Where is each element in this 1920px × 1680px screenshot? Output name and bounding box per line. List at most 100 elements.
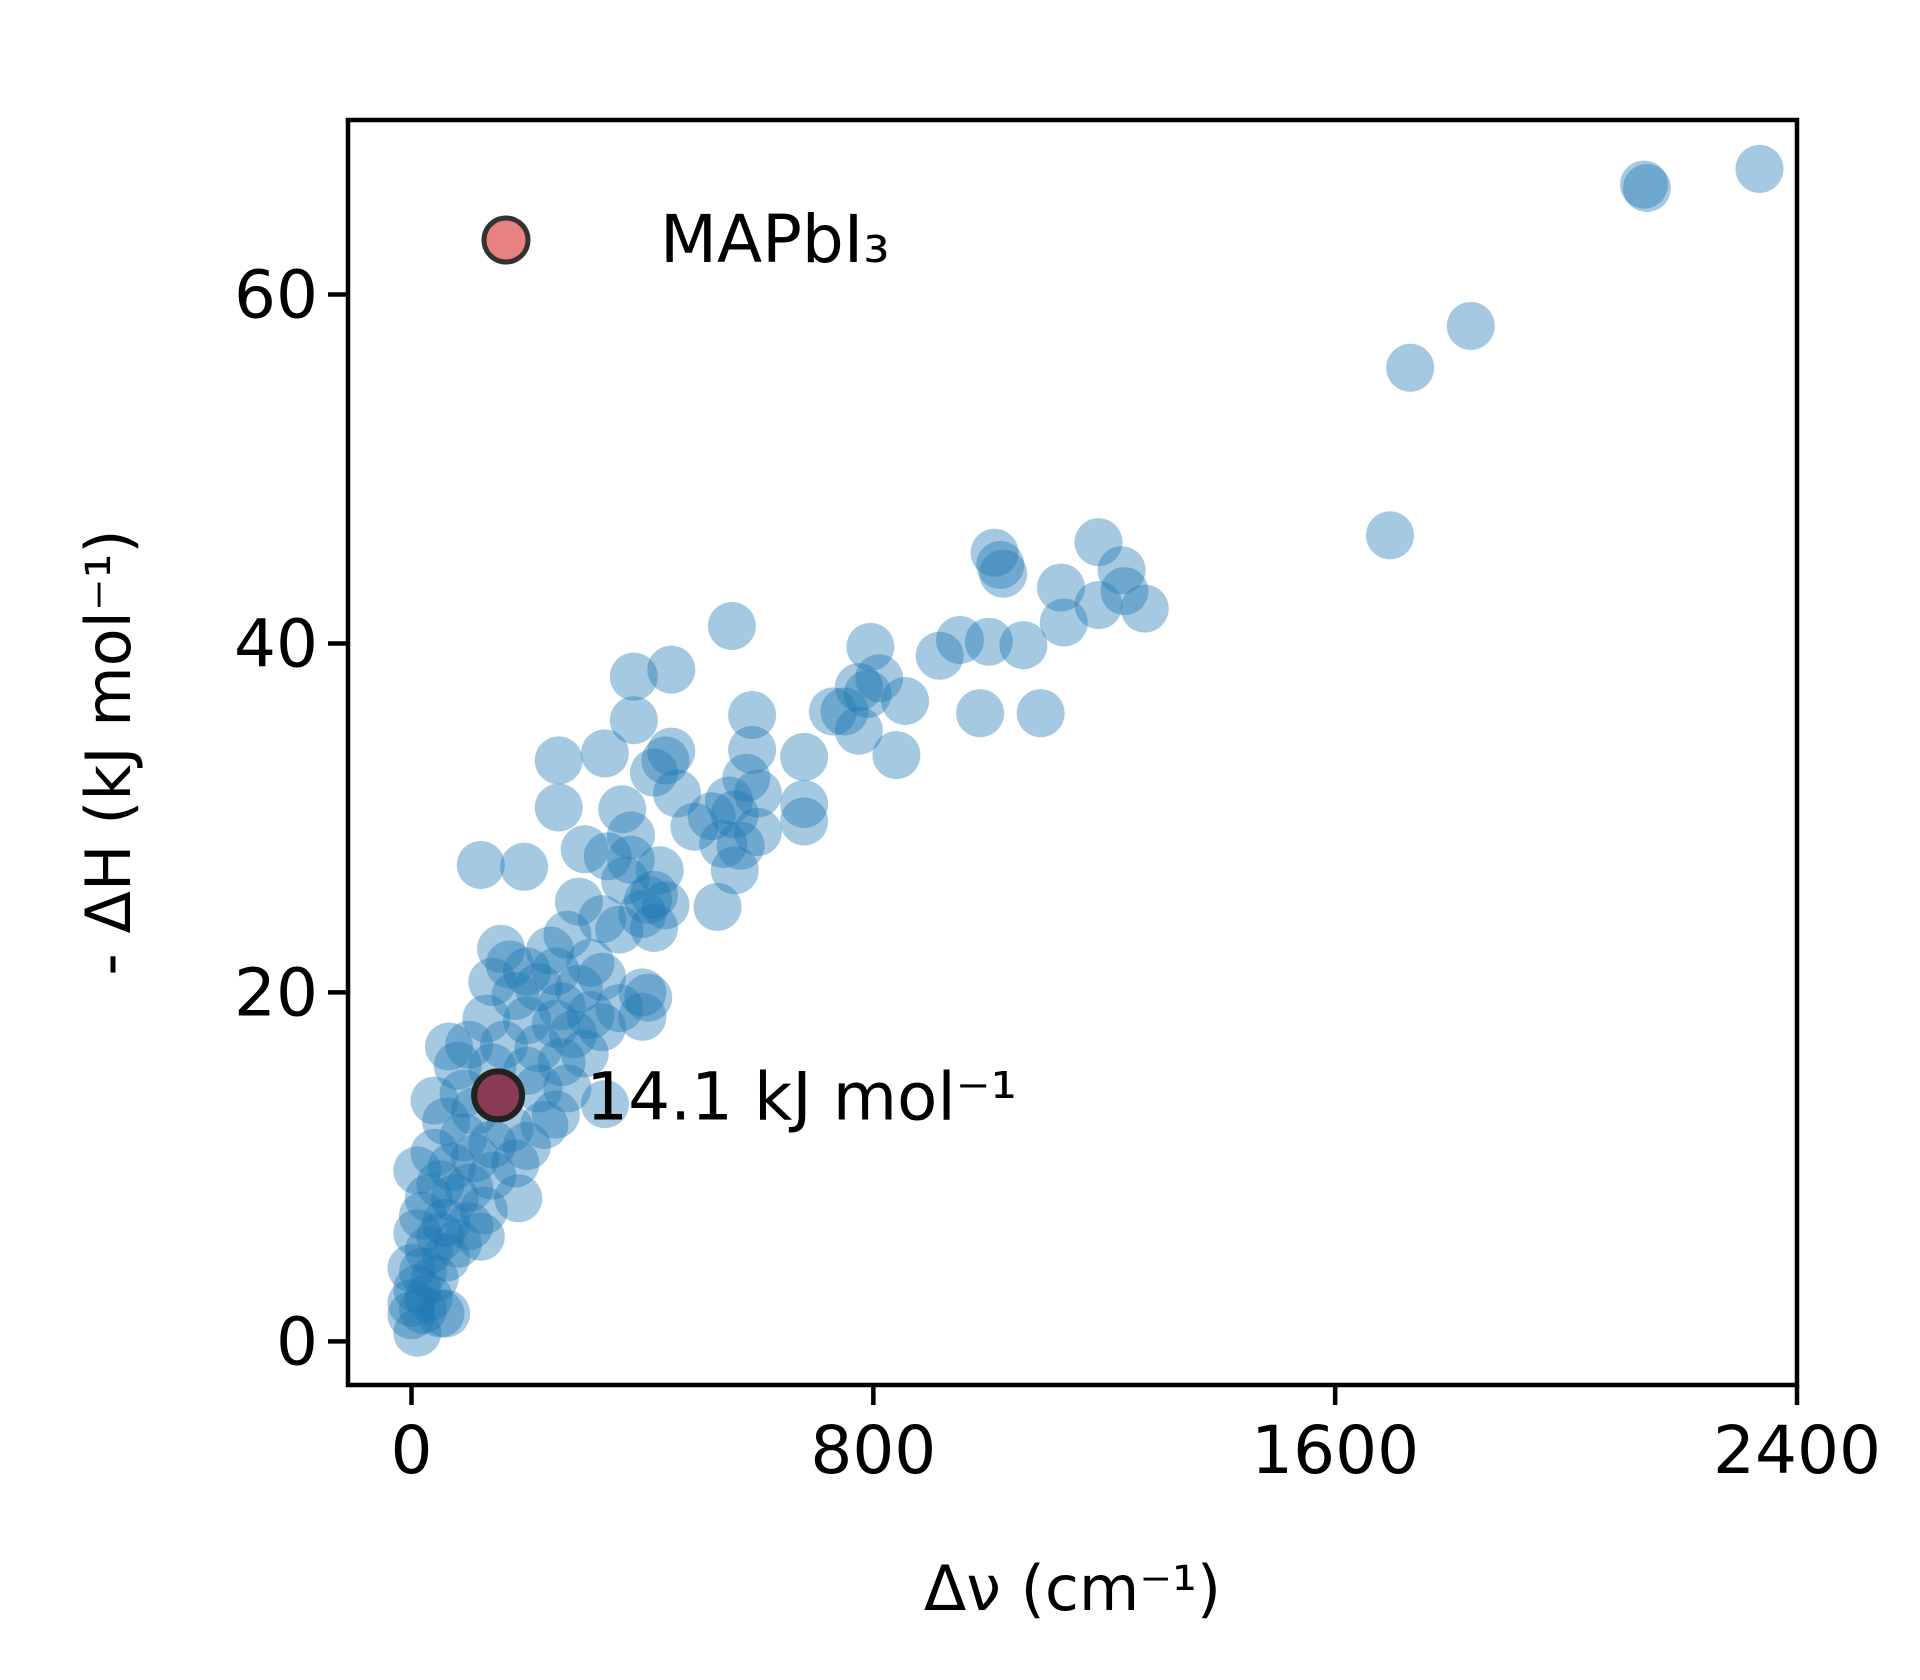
data-point [387, 1244, 436, 1293]
data-point [1366, 511, 1414, 560]
data-point [393, 1265, 442, 1313]
data-point [430, 1174, 479, 1223]
data-point [410, 1076, 459, 1125]
data-point [549, 1010, 598, 1059]
data-point [393, 1308, 442, 1357]
legend: MAPbI₃ [481, 201, 890, 278]
data-point [537, 982, 586, 1031]
data-point [606, 811, 655, 860]
data-point [425, 1022, 473, 1071]
data-point [578, 952, 626, 1001]
data-point [500, 842, 549, 891]
data-point [583, 832, 632, 881]
data-point [468, 957, 517, 1006]
data-point [503, 996, 551, 1045]
data-point [733, 807, 782, 856]
legend-marker [481, 215, 531, 265]
data-point [956, 689, 1005, 738]
data-point [445, 1163, 494, 1212]
plot-area-frame [345, 117, 1800, 1388]
data-points [387, 144, 1784, 1357]
data-point [566, 991, 615, 1040]
data-point [393, 1146, 442, 1195]
data-point [416, 1289, 465, 1338]
data-point [427, 1142, 476, 1191]
data-point [468, 1120, 517, 1169]
data-point [964, 617, 1013, 666]
data-point [630, 748, 678, 797]
y-tick-label: 0 [276, 1303, 318, 1380]
data-point [670, 802, 719, 851]
data-point [780, 797, 829, 846]
data-point [595, 984, 644, 1033]
data-point [618, 968, 667, 1017]
data-point [609, 696, 658, 745]
x-tick-label: 0 [391, 1412, 433, 1489]
data-point [494, 1174, 543, 1223]
data-point [609, 652, 658, 701]
data-point [716, 821, 765, 870]
data-point [722, 753, 771, 802]
data-point [578, 1003, 626, 1052]
data-point [733, 769, 782, 818]
data-point [543, 1064, 592, 1113]
data-point [399, 1247, 447, 1296]
data-point [641, 881, 690, 930]
data-point [439, 1113, 488, 1162]
data-point [491, 1139, 540, 1188]
data-point [554, 964, 603, 1013]
data-point [705, 776, 753, 825]
data-point [834, 663, 883, 712]
data-point [707, 602, 756, 650]
data-point [1735, 144, 1784, 193]
data-point [534, 736, 583, 785]
data-point [846, 622, 895, 671]
data-point [881, 677, 930, 725]
data-point [560, 825, 609, 874]
data-point [468, 1151, 517, 1200]
data-point [1097, 546, 1146, 595]
data-point [404, 1273, 453, 1322]
highlight-layer [471, 1068, 526, 1123]
data-point [728, 725, 777, 774]
data-point [404, 1174, 453, 1223]
data-point [422, 1289, 471, 1338]
data-point [630, 903, 678, 952]
data-point [526, 926, 575, 975]
data-point [560, 1029, 609, 1078]
data-point [780, 732, 829, 781]
annotation-label: 14.1 kJ mol⁻¹ [586, 1058, 1017, 1135]
data-point [1016, 689, 1065, 738]
x-axis-ticks: 0 800 1600 2400 [391, 1385, 1881, 1489]
data-point [433, 1041, 482, 1090]
data-point [710, 790, 759, 839]
data-point [647, 645, 696, 694]
data-point [624, 875, 673, 924]
data-point [566, 938, 615, 987]
x-tick-label: 800 [810, 1412, 936, 1489]
data-point [422, 1198, 471, 1247]
data-point [422, 1233, 471, 1282]
data-point [416, 1160, 465, 1209]
data-point [520, 1101, 569, 1149]
data-point [979, 549, 1028, 598]
data-point [999, 621, 1048, 670]
data-point [456, 841, 505, 889]
x-axis-label: Δν (cm⁻¹) [924, 1552, 1221, 1625]
data-point [693, 882, 742, 931]
data-point [843, 670, 892, 718]
data-point [445, 1020, 494, 1069]
data-point [387, 1279, 436, 1327]
data-point [416, 1212, 465, 1261]
y-axis-label: - ΔH (kJ mol⁻¹) [72, 529, 145, 975]
data-point [578, 895, 626, 944]
data-point [647, 727, 696, 776]
data-point [462, 994, 511, 1043]
data-point [976, 540, 1025, 589]
data-point [1074, 518, 1123, 567]
data-point [410, 1254, 459, 1303]
data-point [641, 736, 690, 785]
data-point [514, 1024, 563, 1073]
data-point [514, 963, 563, 1012]
